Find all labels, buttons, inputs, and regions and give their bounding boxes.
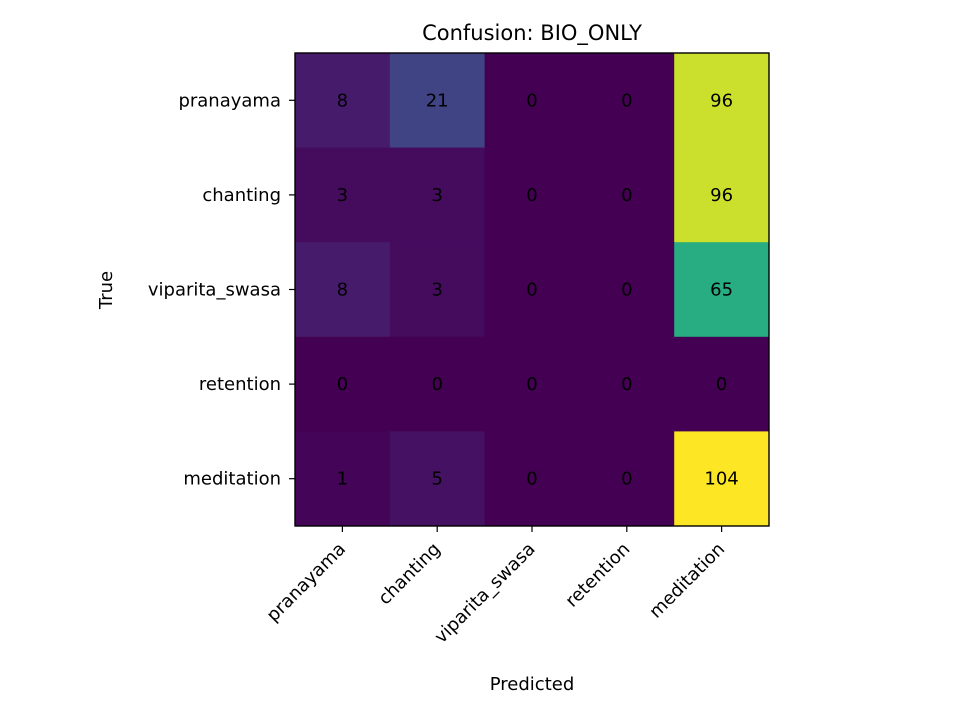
heatmap-cell <box>295 336 391 432</box>
y-tick-label: pranayama <box>178 90 281 111</box>
heatmap-cell <box>674 336 770 432</box>
cell-value-label: 3 <box>431 280 442 301</box>
heatmap-cell <box>295 53 391 149</box>
cell-value-label: 3 <box>431 185 442 206</box>
heatmap-cell <box>484 242 580 338</box>
heatmap-cell <box>389 431 486 527</box>
heatmap-cell <box>389 147 486 243</box>
x-tick-label: retention <box>561 539 634 612</box>
chart-title: Confusion: BIO_ONLY <box>422 21 642 46</box>
cell-value-label: 65 <box>710 280 733 301</box>
y-axis: pranayama chanting viparita_swasa retention… <box>148 90 295 490</box>
cell-value-label: 21 <box>426 90 449 111</box>
heatmap-cell <box>295 242 391 338</box>
heatmap-cell <box>295 147 391 243</box>
cell-value-label: 0 <box>526 374 537 395</box>
heatmap-cell <box>579 431 675 527</box>
cell-value-label: 0 <box>621 469 632 490</box>
heatmap-cell <box>674 53 770 149</box>
cell-value-label: 8 <box>337 90 348 111</box>
y-axis-label: True <box>96 271 117 310</box>
heatmap-cell <box>579 53 675 149</box>
cell-value-label: 0 <box>526 185 537 206</box>
x-tick-label: meditation <box>645 539 729 623</box>
heatmap-cell <box>579 147 675 243</box>
y-tick-label: meditation <box>183 469 281 490</box>
heatmap-cell <box>674 147 770 243</box>
heatmap-cell <box>484 336 580 432</box>
cell-value-label: 0 <box>621 280 632 301</box>
cell-value-label: 96 <box>710 185 733 206</box>
x-tick-label: viparita_swasa <box>431 539 540 648</box>
heatmap-cell <box>295 431 391 527</box>
cell-value-label: 3 <box>337 185 348 206</box>
x-axis-label: Predicted <box>490 674 575 695</box>
heatmap-cell <box>579 242 675 338</box>
cell-value-label: 0 <box>526 280 537 301</box>
heatmap-cell-labels: 8 21 0 0 96 3 3 0 0 96 8 3 0 0 65 0 0 0 0 0 1 5 0 0 104 <box>337 90 739 489</box>
heatmap-cell <box>484 147 580 243</box>
heatmap-cell <box>484 53 580 149</box>
heatmap-cell <box>389 53 486 149</box>
cell-value-label: 96 <box>710 90 733 111</box>
cell-value-label: 1 <box>337 469 348 490</box>
y-tick-label: viparita_swasa <box>148 280 281 301</box>
x-tick-label: chanting <box>374 539 444 609</box>
cell-value-label: 0 <box>337 374 348 395</box>
x-tick-label: pranayama <box>263 539 350 626</box>
heatmap-cell <box>484 431 580 527</box>
heatmap-cell <box>389 242 486 338</box>
y-tick-label: retention <box>199 374 281 395</box>
cell-value-label: 5 <box>431 469 442 490</box>
cell-value-label: 0 <box>526 90 537 111</box>
cell-value-label: 0 <box>526 469 537 490</box>
heatmap-cell <box>674 242 770 338</box>
cell-value-label: 0 <box>431 374 442 395</box>
heatmap-cells <box>295 53 770 527</box>
heatmap-cell <box>579 336 675 432</box>
cell-value-label: 0 <box>621 185 632 206</box>
cell-value-label: 104 <box>704 469 738 490</box>
heatmap-cell <box>674 431 770 527</box>
heatmap-cell <box>389 336 486 432</box>
y-tick-label: chanting <box>202 185 281 206</box>
cell-value-label: 0 <box>621 374 632 395</box>
cell-value-label: 8 <box>337 280 348 301</box>
cell-value-label: 0 <box>716 374 727 395</box>
cell-value-label: 0 <box>621 90 632 111</box>
